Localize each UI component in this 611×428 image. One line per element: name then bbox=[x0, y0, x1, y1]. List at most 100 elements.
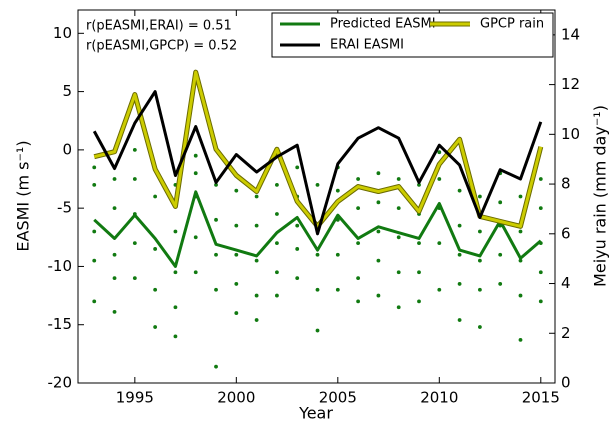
member-dot bbox=[417, 241, 421, 246]
member-dot bbox=[335, 252, 340, 257]
member-dot bbox=[437, 177, 442, 181]
member-dot bbox=[376, 293, 381, 298]
member-dot bbox=[518, 258, 523, 263]
y-tick-label: -15 bbox=[48, 315, 73, 333]
member-dot bbox=[315, 182, 320, 187]
member-dot bbox=[254, 194, 259, 199]
member-dot bbox=[518, 337, 523, 342]
y-tick-label: 0 bbox=[62, 140, 72, 158]
y2-tick-label: 14 bbox=[561, 25, 580, 43]
member-dot bbox=[457, 223, 462, 228]
member-dot bbox=[214, 252, 218, 257]
member-dot bbox=[538, 270, 543, 275]
member-dot bbox=[275, 212, 279, 216]
member-dot bbox=[214, 217, 218, 222]
member-dot bbox=[356, 276, 361, 280]
member-dot bbox=[376, 258, 381, 263]
member-dot bbox=[335, 287, 340, 292]
member-dot bbox=[518, 293, 523, 298]
member-dot bbox=[132, 177, 137, 181]
member-dot bbox=[518, 194, 523, 199]
member-dot bbox=[132, 276, 137, 280]
y2-tick-label: 0 bbox=[561, 374, 571, 392]
member-dot bbox=[335, 188, 340, 193]
member-dot bbox=[295, 276, 300, 280]
member-dot bbox=[437, 241, 442, 246]
member-dot bbox=[275, 241, 279, 246]
member-dot bbox=[214, 182, 218, 187]
member-dot bbox=[132, 147, 137, 152]
member-dot bbox=[173, 334, 178, 339]
x-tick-label: 2010 bbox=[420, 389, 458, 407]
member-dot bbox=[254, 318, 259, 322]
member-dot bbox=[396, 206, 401, 211]
member-dot bbox=[295, 247, 300, 251]
member-dot bbox=[396, 305, 401, 310]
member-dot bbox=[518, 229, 523, 234]
member-dot bbox=[214, 364, 218, 369]
y-tick-label: -20 bbox=[48, 374, 73, 392]
member-dot bbox=[396, 235, 401, 240]
member-dot bbox=[173, 229, 178, 234]
member-dot bbox=[254, 223, 259, 228]
member-dot bbox=[315, 252, 320, 257]
member-dot bbox=[275, 270, 279, 275]
member-dot bbox=[417, 299, 421, 304]
x-axis-label: Year bbox=[298, 404, 333, 423]
member-dot bbox=[234, 282, 239, 286]
member-dot bbox=[275, 182, 279, 187]
member-dot bbox=[315, 287, 320, 292]
member-dot bbox=[356, 206, 361, 211]
line bbox=[93, 70, 543, 228]
legend-label: GPCP rain bbox=[480, 17, 544, 32]
member-dot bbox=[477, 229, 482, 234]
member-dot bbox=[498, 282, 503, 286]
x-tick-label: 1995 bbox=[116, 389, 154, 407]
member-dot bbox=[538, 299, 543, 304]
member-dot bbox=[153, 325, 158, 329]
member-dot bbox=[153, 287, 158, 292]
member-dot bbox=[376, 229, 381, 234]
member-dot bbox=[477, 287, 482, 292]
member-dot bbox=[153, 247, 158, 251]
member-dot bbox=[538, 177, 543, 181]
y2-tick-label: 6 bbox=[561, 224, 571, 242]
legend-label: Predicted EASMI bbox=[330, 17, 436, 32]
member-dot bbox=[234, 252, 239, 257]
member-dot bbox=[112, 276, 117, 280]
line bbox=[92, 90, 543, 236]
member-dot bbox=[457, 252, 462, 257]
member-dot bbox=[376, 200, 381, 205]
y-tick-label: 5 bbox=[62, 82, 72, 100]
annotation: r(pEASMI,ERAI) = 0.51 bbox=[86, 19, 232, 34]
member-dot bbox=[295, 223, 300, 228]
member-dot bbox=[153, 194, 158, 199]
member-dot bbox=[295, 165, 300, 170]
legend-label: ERAI EASMI bbox=[330, 38, 404, 53]
y-axis-label: EASMI (m s⁻¹) bbox=[14, 140, 33, 251]
member-dot bbox=[254, 258, 259, 263]
member-dot bbox=[92, 165, 97, 170]
member-dot bbox=[234, 188, 239, 193]
member-dot bbox=[234, 311, 239, 315]
member-dot bbox=[214, 287, 218, 292]
member-dot bbox=[92, 299, 97, 304]
member-dot bbox=[396, 177, 401, 181]
member-dot bbox=[356, 177, 361, 181]
member-dot bbox=[193, 235, 198, 240]
y2-tick-label: 2 bbox=[561, 324, 571, 342]
member-dot bbox=[112, 206, 117, 211]
member-dot bbox=[275, 293, 279, 298]
member-dot bbox=[356, 241, 361, 246]
y2-tick-label: 4 bbox=[561, 274, 571, 292]
y2-tick-label: 10 bbox=[561, 125, 580, 143]
member-dot bbox=[254, 293, 259, 298]
member-dot bbox=[417, 182, 421, 187]
member-dot bbox=[234, 223, 239, 228]
member-dot bbox=[477, 325, 482, 329]
x-tick-label: 2000 bbox=[217, 389, 255, 407]
member-dot bbox=[173, 305, 178, 310]
member-dot bbox=[173, 270, 178, 275]
x-tick-label: 2015 bbox=[522, 389, 560, 407]
